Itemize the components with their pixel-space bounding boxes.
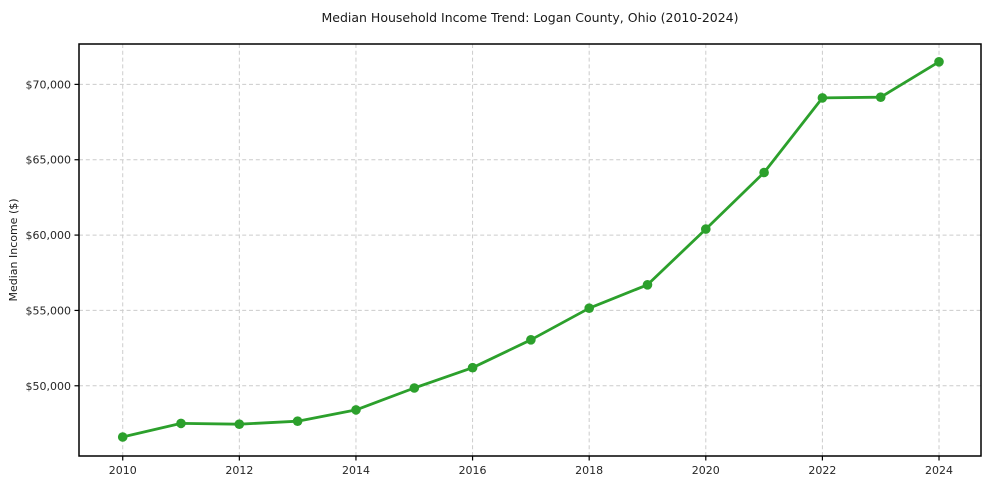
y-axis-label: Median Income ($) — [7, 198, 20, 301]
y-tick-label: $50,000 — [26, 380, 72, 393]
grid-layer — [79, 44, 981, 456]
y-tick-label: $70,000 — [26, 78, 72, 91]
x-tick-label: 2012 — [225, 464, 253, 477]
data-point — [584, 303, 594, 314]
data-point — [292, 416, 303, 427]
data-point — [701, 224, 711, 234]
x-tick-label: 2020 — [692, 464, 720, 477]
x-tick-label: 2016 — [459, 464, 487, 477]
data-point — [759, 167, 769, 178]
data-point — [234, 419, 245, 430]
chart-title: Median Household Income Trend: Logan Cou… — [321, 10, 738, 25]
data-point — [934, 57, 944, 67]
data-point — [351, 405, 361, 415]
data-point — [817, 93, 828, 103]
data-point — [875, 92, 886, 102]
data-point — [526, 335, 536, 345]
x-tick-label: 2018 — [575, 464, 603, 477]
tick-layer: $50,000 $55,000 $60,000 $65,000 $70,000 2010 2… — [26, 78, 954, 477]
x-tick-label: 2024 — [925, 464, 953, 477]
x-tick-label: 2014 — [342, 464, 370, 477]
trend-line — [121, 60, 941, 439]
data-point — [642, 280, 653, 290]
data-point — [117, 432, 128, 442]
plot-border — [78, 43, 982, 457]
x-tick-label: 2010 — [109, 464, 137, 477]
data-point — [409, 383, 420, 393]
y-tick-label: $60,000 — [26, 229, 72, 242]
y-tick-label: $55,000 — [26, 304, 72, 317]
x-tick-label: 2022 — [808, 464, 836, 477]
series-layer — [117, 57, 944, 442]
data-point — [467, 362, 478, 373]
data-point — [176, 418, 186, 429]
y-tick-label: $65,000 — [26, 154, 72, 167]
